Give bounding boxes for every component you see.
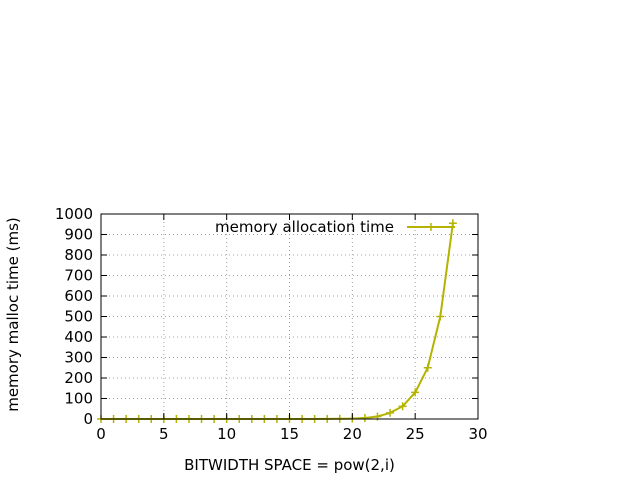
series-layer [97, 219, 457, 423]
y-axis-title: memory malloc time (ms) [4, 217, 22, 412]
legend-marker [427, 223, 435, 231]
y-tick-label: 1000 [55, 205, 93, 223]
data-point-marker [423, 363, 432, 372]
axis-ticks: 0 5 10 15 20 25 300100200300400500600700800900… [55, 205, 488, 443]
x-tick-label: 10 [217, 425, 236, 443]
grid [101, 214, 478, 419]
y-tick-label: 200 [64, 369, 93, 387]
y-tick-label: 700 [64, 267, 93, 285]
y-tick-label: 300 [64, 349, 93, 367]
x-tick-label: 0 [96, 425, 106, 443]
y-tick-label: 0 [83, 410, 93, 428]
x-axis-title: BITWIDTH SPACE = pow(2,i) [184, 456, 395, 474]
data-point-marker [386, 408, 395, 417]
x-tick-label: 20 [343, 425, 362, 443]
y-tick-label: 800 [64, 246, 93, 264]
data-point-marker [448, 219, 457, 228]
y-tick-label: 500 [64, 308, 93, 326]
x-tick-label: 5 [159, 425, 169, 443]
data-point-marker [436, 312, 445, 321]
x-tick-label: 25 [406, 425, 425, 443]
y-tick-label: 600 [64, 287, 93, 305]
y-tick-label: 100 [64, 390, 93, 408]
y-tick-label: 400 [64, 328, 93, 346]
data-point-marker [398, 402, 407, 411]
y-tick-label: 900 [64, 226, 93, 244]
x-tick-label: 30 [468, 425, 487, 443]
legend-label: memory allocation time [215, 218, 394, 236]
legend: memory allocation time [215, 218, 455, 236]
data-point-marker [360, 413, 369, 422]
x-tick-label: 15 [280, 425, 299, 443]
data-point-marker [411, 388, 420, 397]
series-line [101, 223, 454, 420]
